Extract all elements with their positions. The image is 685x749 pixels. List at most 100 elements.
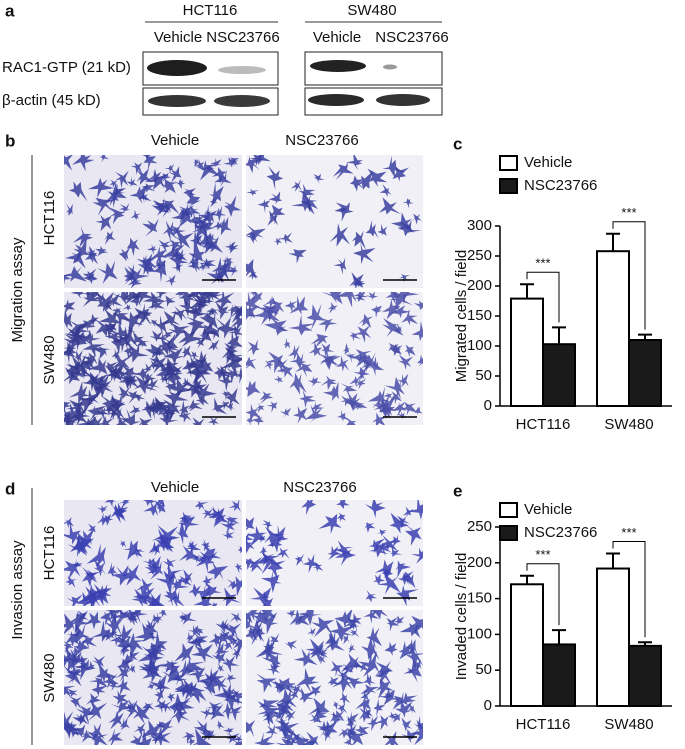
cell (258, 546, 267, 557)
cell (336, 669, 352, 684)
cell (172, 576, 190, 592)
cell (194, 626, 205, 638)
cell (65, 250, 86, 269)
cell (124, 342, 149, 363)
cell-line: SW480 (347, 2, 396, 19)
cell (333, 257, 347, 275)
cell (277, 704, 293, 717)
cell (77, 331, 92, 345)
cell (246, 532, 254, 546)
cell (119, 610, 140, 624)
cell (98, 309, 123, 326)
cell (216, 720, 225, 730)
cell (246, 380, 261, 397)
cell (142, 218, 159, 237)
cell (123, 344, 133, 359)
y-tick-label: 250 (467, 518, 492, 535)
cell (297, 610, 322, 626)
cell (246, 259, 257, 280)
cell (337, 409, 351, 422)
bar (542, 643, 576, 708)
cell (164, 295, 176, 307)
cell (143, 500, 159, 517)
cell (319, 720, 335, 738)
cell (268, 191, 283, 205)
cell (88, 357, 108, 375)
cell (174, 678, 198, 699)
cell (394, 615, 405, 625)
cell (321, 343, 335, 358)
cell (138, 191, 148, 203)
cell (126, 237, 140, 257)
cell (76, 419, 98, 425)
cell (93, 559, 106, 577)
cell (84, 329, 101, 347)
cell (73, 364, 83, 376)
cell (222, 655, 240, 673)
cell (266, 166, 284, 191)
cell (228, 500, 241, 512)
cell (299, 687, 316, 703)
cell (149, 319, 159, 327)
cell (414, 406, 423, 415)
cell (208, 506, 223, 520)
y-tick-label: 300 (467, 217, 492, 234)
cell (141, 183, 156, 193)
y-tick-label: 150 (467, 307, 492, 324)
cell (197, 554, 210, 565)
cell (161, 309, 181, 327)
cell (77, 528, 95, 549)
cell (229, 612, 242, 623)
assay-title: Invasion assay (9, 540, 26, 640)
cell (217, 372, 233, 392)
cell (306, 303, 326, 331)
cell (295, 668, 320, 694)
cell (71, 610, 89, 634)
condition: Vehicle (154, 29, 202, 46)
cell (111, 565, 133, 586)
significance: *** (621, 205, 636, 220)
cell (185, 542, 202, 554)
y-tick-label: 200 (467, 277, 492, 294)
cell (177, 328, 204, 347)
column-label: NSC23766 (283, 479, 356, 496)
cell (288, 344, 300, 361)
cell (108, 680, 118, 692)
cell (374, 559, 394, 582)
cell (378, 542, 392, 556)
micrograph (246, 610, 423, 745)
cell (401, 574, 416, 589)
cell (298, 183, 316, 199)
legend-swatch (499, 502, 518, 518)
cell (285, 710, 296, 722)
cell (133, 584, 155, 604)
cell (279, 407, 292, 418)
cell (109, 634, 123, 647)
cell (367, 386, 392, 409)
cell (131, 292, 156, 305)
cell (107, 562, 118, 578)
cell (411, 321, 423, 342)
cell (294, 553, 305, 566)
cell (215, 618, 230, 633)
cell (72, 714, 90, 726)
cell (234, 562, 242, 574)
cell (334, 540, 354, 560)
legend-swatch (499, 155, 518, 171)
significance: *** (535, 547, 550, 562)
cell (64, 711, 75, 736)
cell (175, 292, 185, 298)
cell (64, 522, 82, 547)
cell (64, 613, 80, 635)
cell (121, 292, 141, 305)
cell (205, 582, 222, 597)
cell (189, 230, 204, 250)
cell (360, 360, 373, 372)
cell (227, 157, 240, 166)
cell (289, 352, 307, 370)
cell (200, 707, 212, 720)
cell (264, 318, 287, 337)
cell (121, 632, 148, 658)
cell (337, 727, 351, 739)
cell (401, 570, 414, 585)
